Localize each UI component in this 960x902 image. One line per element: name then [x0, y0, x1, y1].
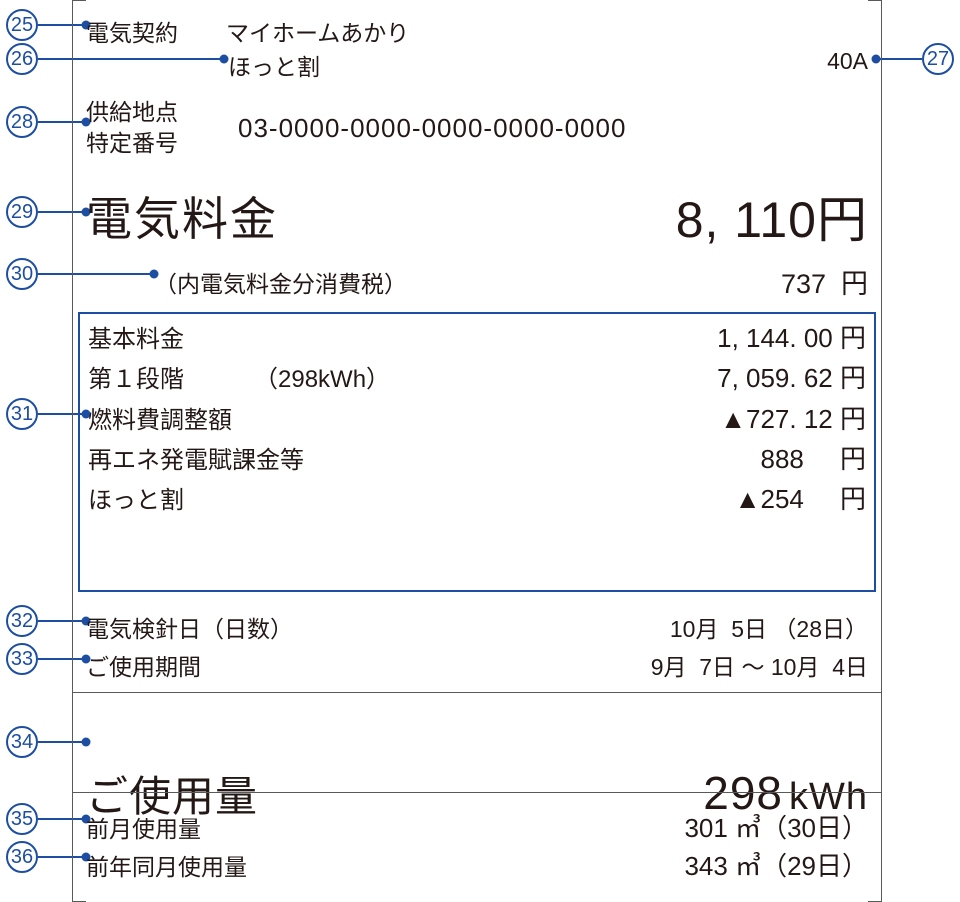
frame-line-right [881, 0, 882, 902]
row-prev-month: 前月使用量 301 ㎥（30日） [86, 808, 868, 845]
row-tax: （内電気料金分消費税） 737 円 [86, 262, 868, 301]
callout-connector [876, 58, 922, 60]
callout-badge-35: 35 [6, 803, 38, 835]
breakdown-row: 燃料費調整額 ▲727. 12 円 [88, 399, 866, 439]
row-meter-read: 電気検針日（日数） 10月 5日 （28日） [86, 610, 868, 644]
value-meter-read: 10月 5日 （28日） [670, 610, 868, 644]
callout-badge-34: 34 [6, 726, 38, 758]
breakdown-label: 第１段階 [88, 361, 184, 398]
value-supply-point: 03-0000-0000-0000-0000-0000 [238, 113, 626, 144]
breakdown-row: 基本料金 1, 144. 00 円 [88, 318, 866, 358]
label-usage-period: ご使用期間 [86, 648, 201, 682]
frame-tick [72, 0, 86, 1]
breakdown-value: ▲727. 12 円 [720, 399, 866, 439]
bill-container: 電気契約 マイホームあかり ほっと割 40A 供給地点 特定番号 03-0000… [72, 0, 882, 902]
breakdown-label: 燃料費調整額 [88, 402, 232, 439]
label-meter-read: 電気検針日（日数） [86, 610, 293, 644]
callout-badge-28: 28 [6, 106, 38, 138]
divider [72, 792, 882, 793]
value-usage-period: 9月 7日 ～ 10月 4日 [651, 648, 868, 682]
breakdown-row: ほっと割 ▲254 円 [88, 479, 866, 519]
callout-badge-33: 33 [6, 643, 38, 675]
divider [72, 692, 882, 693]
label-prev-year: 前年同月使用量 [86, 848, 247, 882]
label-contract: 電気契約 [86, 14, 178, 48]
callout-badge-29: 29 [6, 196, 38, 228]
label-supply-point-2: 特定番号 [86, 128, 178, 159]
label-prev-month: 前月使用量 [86, 810, 201, 844]
callout-badge-26: 26 [6, 43, 38, 75]
breakdown-value: ▲254 円 [735, 479, 866, 519]
callout-badge-36: 36 [6, 841, 38, 873]
breakdown-row: 再エネ発電賦課金等 888 円 [88, 439, 866, 479]
callout-badge-27: 27 [922, 43, 954, 75]
value-plan-name: マイホームあかり [226, 14, 409, 48]
row-supply-point: 供給地点 特定番号 03-0000-0000-0000-0000-0000 [86, 96, 868, 160]
breakdown-label: 基本料金 [88, 321, 184, 358]
value-electricity-fee: 8, 110円 [676, 180, 868, 252]
callout-badge-32: 32 [6, 605, 38, 637]
row-electricity-fee: 電気料金 8, 110円 [86, 180, 868, 252]
label-supply-point-1: 供給地点 [86, 97, 178, 128]
breakdown-value: 1, 144. 00 円 [717, 318, 866, 358]
breakdown-row: 第１段階 （298kWh） 7, 059. 62 円 [88, 358, 866, 398]
frame-tick [868, 0, 882, 1]
row-contract: 電気契約 マイホームあかり [86, 14, 868, 48]
row-prev-year: 前年同月使用量 343 ㎥（29日） [86, 846, 868, 883]
row-amperage: 40A [86, 48, 868, 75]
breakdown-mid: （298kWh） [254, 361, 390, 398]
value-tax: 737 円 [781, 262, 868, 301]
breakdown-value: 7, 059. 62 円 [717, 358, 866, 398]
breakdown-box: 基本料金 1, 144. 00 円 第１段階 （298kWh） 7, 059. … [78, 312, 876, 592]
label-electricity-fee: 電気料金 [86, 183, 278, 249]
row-usage-period: ご使用期間 9月 7日 ～ 10月 4日 [86, 648, 868, 682]
frame-line-left [72, 0, 73, 902]
value-prev-month: 301 ㎥（30日） [684, 808, 868, 845]
label-tax: （内電気料金分消費税） [154, 265, 407, 299]
callout-badge-25: 25 [6, 9, 38, 41]
callout-badge-31: 31 [6, 398, 38, 430]
breakdown-label: ほっと割 [88, 482, 184, 519]
value-amperage: 40A [827, 48, 868, 75]
callout-badge-30: 30 [6, 258, 38, 290]
breakdown-label: 再エネ発電賦課金等 [88, 442, 304, 479]
breakdown-value: 888 円 [761, 439, 867, 479]
value-prev-year: 343 ㎥（29日） [684, 846, 868, 883]
